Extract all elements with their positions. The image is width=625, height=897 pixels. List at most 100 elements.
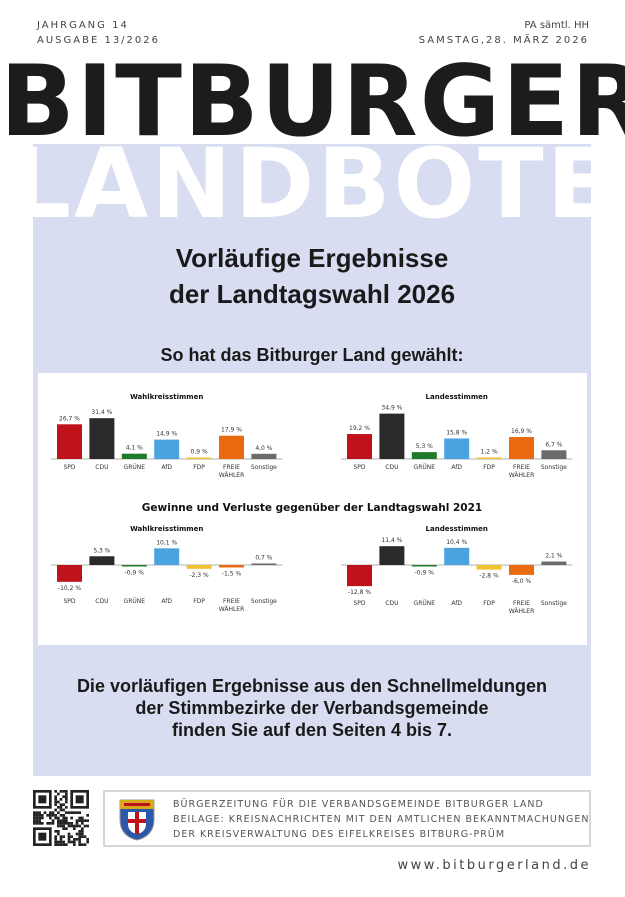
publisher-line: BEILAGE: KREISNACHRICHTEN MIT DEN AMTLIC…: [173, 814, 590, 825]
category-label: SPD: [353, 600, 365, 607]
data-label: 5,3 %: [93, 547, 110, 554]
data-label: -12,8 %: [348, 589, 371, 596]
bar-freie-wähler: [219, 565, 244, 568]
data-label: -0,9 %: [415, 570, 435, 577]
category-label: GRÜNE: [124, 598, 146, 605]
category-label: FDP: [193, 598, 205, 605]
qr-code[interactable]: [33, 790, 89, 846]
chart-title: Wahlkreisstimmen: [130, 525, 203, 533]
publisher-line: DER KREISVERWALTUNG DES EIFELKREISES BIT…: [173, 829, 506, 840]
issue-info: JAHRGANG 14 AUSGABE 13/2026: [37, 18, 160, 48]
data-label: -6,0 %: [512, 578, 532, 585]
category-label: WÄHLER: [219, 472, 245, 479]
category-label: WÄHLER: [219, 606, 245, 613]
category-label: CDU: [95, 598, 108, 605]
bar-fdp: [476, 565, 502, 570]
changes-title: Gewinne und Verluste gegenüber der Landt…: [142, 502, 482, 514]
bar-afd: [444, 547, 470, 565]
data-label: -2,3 %: [189, 572, 209, 579]
data-label: 17,9 %: [221, 427, 242, 434]
results-charts: Gewinne und Verluste gegenüber der Landt…: [38, 373, 587, 645]
bar-fdp: [186, 565, 212, 569]
volume: JAHRGANG 14: [37, 20, 129, 31]
bar-sonstige: [251, 563, 277, 565]
category-label: AfD: [161, 598, 172, 605]
headline-line: der Landtagswahl 2026: [168, 279, 456, 309]
data-label: 1,2 %: [481, 448, 498, 455]
data-label: 0,7 %: [255, 555, 272, 562]
data-label: 16,9 %: [511, 428, 532, 435]
data-label: 0,9 %: [191, 449, 208, 456]
data-label: 5,3 %: [416, 443, 433, 450]
publisher-line: BÜRGERZEITUNG FÜR DIE VERBANDSGEMEINDE B…: [173, 799, 544, 810]
bar-afd: [154, 439, 180, 459]
data-label: 4,0 %: [255, 445, 272, 452]
publisher-text: BÜRGERZEITUNG FÜR DIE VERBANDSGEMEINDE B…: [173, 797, 589, 842]
category-label: CDU: [95, 464, 108, 471]
bar-grüne: [411, 452, 437, 459]
data-label: -1,5 %: [222, 570, 242, 577]
note-line: der Stimmbezirke der Verbandsgemeinde: [135, 698, 489, 718]
data-label: 2,1 %: [545, 553, 562, 560]
bar-sonstige: [541, 561, 567, 565]
bar-sonstige: [251, 453, 277, 459]
category-label: GRÜNE: [414, 464, 436, 471]
distribution: PA sämtl. HH: [524, 20, 589, 31]
website-link[interactable]: www.bitburgerland.de: [397, 858, 591, 873]
data-label: 34,9 %: [381, 405, 402, 412]
issue-number: AUSGABE 13/2026: [37, 35, 160, 46]
chart-title: Wahlkreisstimmen: [130, 393, 203, 401]
category-label: Sonstige: [251, 598, 277, 605]
category-label: FREIE: [513, 464, 530, 471]
category-label: FDP: [193, 464, 205, 471]
masthead-landbote: LANDBOTE: [9, 128, 616, 240]
bar-cdu: [379, 546, 405, 565]
bar-grüne: [411, 565, 437, 567]
bar-spd: [347, 434, 372, 459]
category-label: SPD: [63, 464, 75, 471]
data-label: 6,7 %: [545, 441, 562, 448]
category-label: AfD: [451, 600, 462, 607]
data-label: 26,7 %: [59, 415, 80, 422]
data-label: 4,1 %: [126, 445, 143, 452]
data-label: 31,4 %: [91, 409, 112, 416]
note-line: finden Sie auf den Seiten 4 bis 7.: [171, 720, 453, 740]
bar-spd: [57, 565, 82, 582]
category-label: WÄHLER: [509, 472, 535, 479]
issue-date: SAMSTAG,28. MÄRZ 2026: [418, 35, 589, 46]
data-label: 10,1 %: [156, 539, 177, 546]
data-label: 11,4 %: [381, 537, 402, 544]
bar-fdp: [476, 457, 502, 459]
bar-freie-wähler: [509, 437, 534, 459]
subheadline: So hat das Bitburger Land gewählt:: [160, 345, 464, 365]
category-label: FREIE: [223, 464, 240, 471]
category-label: Sonstige: [251, 464, 277, 471]
data-label: 14,9 %: [156, 431, 177, 438]
category-label: FREIE: [223, 598, 240, 605]
bar-sonstige: [541, 450, 567, 459]
data-label: 19,2 %: [349, 425, 370, 432]
data-label: -2,8 %: [479, 573, 499, 580]
chart-title: Landesstimmen: [426, 393, 488, 401]
headline: Vorläufige Ergebnisse der Landtagswahl 2…: [33, 240, 591, 312]
data-label: 10,4 %: [446, 539, 467, 546]
category-label: AfD: [451, 464, 462, 471]
data-label: -10,2 %: [58, 585, 81, 592]
results-note: Die vorläufigen Ergebnisse aus den Schne…: [33, 675, 591, 741]
headline-line: Vorläufige Ergebnisse: [175, 243, 449, 273]
bar-freie-wähler: [509, 565, 534, 575]
bar-grüne: [121, 565, 147, 567]
date-info: PA sämtl. HH SAMSTAG,28. MÄRZ 2026: [419, 18, 589, 48]
bar-freie-wähler: [219, 435, 244, 459]
data-label: -0,9 %: [125, 570, 145, 577]
category-label: GRÜNE: [124, 464, 146, 471]
bar-afd: [154, 548, 180, 565]
charts-svg: Gewinne und Verluste gegenüber der Landt…: [51, 393, 573, 615]
category-label: FDP: [483, 464, 495, 471]
note-line: Die vorläufigen Ergebnisse aus den Schne…: [76, 676, 548, 696]
bar-cdu: [89, 418, 115, 459]
category-label: AfD: [161, 464, 172, 471]
category-label: FDP: [483, 600, 495, 607]
coat-of-arms-icon: [119, 799, 155, 841]
chart-title: Landesstimmen: [426, 525, 488, 533]
